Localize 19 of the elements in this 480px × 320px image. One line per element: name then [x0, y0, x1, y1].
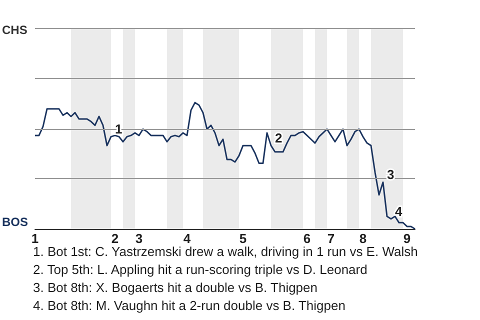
text: CHS [2, 23, 28, 37]
x-tick-label: 1 [31, 231, 39, 246]
text: BOS [2, 215, 28, 229]
annotation: 4 [395, 204, 403, 219]
x-tick-label: 7 [327, 231, 335, 246]
text: 2. Top 5th: L. Appling hit a run-scoring triple vs D. Leonard [33, 262, 368, 277]
x-tick-label: 3 [135, 231, 143, 246]
annotation: 1 [115, 122, 122, 137]
text: 4. Bot 8th: M. Vaughn hit a 2-run double vs B. Thigpen [33, 298, 346, 313]
text: 3. Bot 8th: X. Bogaerts hit a double vs B. Thigpen [33, 280, 318, 295]
x-tick-label: 5 [239, 231, 247, 246]
x-tick-label: 9 [403, 231, 411, 246]
annotation: 3 [387, 167, 394, 182]
text: 1. Bot 1st: C. Yastrzemski drew a walk, driving in 1 run vs E. Walsh [33, 244, 418, 259]
x-tick-label: 8 [359, 231, 367, 246]
x-tick-label: 4 [183, 231, 192, 246]
x-tick-label: 6 [303, 231, 311, 246]
x-tick-label: 2 [111, 231, 119, 246]
annotation: 2 [275, 130, 282, 146]
